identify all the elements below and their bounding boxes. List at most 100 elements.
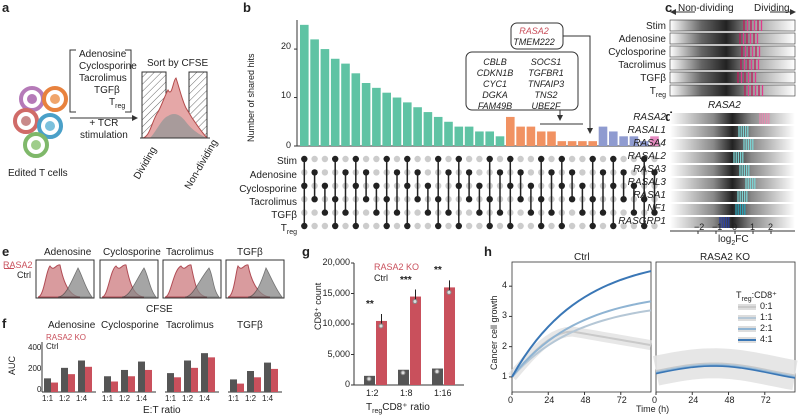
d-gene-6: RASA1 bbox=[633, 190, 666, 201]
e-title-1: Cyclosporine bbox=[103, 247, 161, 258]
d-gene-7: NF1 bbox=[647, 203, 666, 214]
h-ctrl-line bbox=[511, 309, 652, 378]
b-bar bbox=[495, 136, 505, 146]
b-matrix-dot bbox=[342, 155, 349, 163]
b-matrix-dot bbox=[630, 155, 638, 163]
c-row-tgfb: TGFβ bbox=[640, 73, 666, 84]
b-matrix-dot bbox=[568, 209, 576, 216]
g-point bbox=[446, 289, 452, 295]
h-ko-line bbox=[655, 362, 796, 377]
c-row-stim: Stim bbox=[646, 21, 666, 32]
edited-cells-icon bbox=[13, 86, 68, 158]
b-bar bbox=[413, 107, 422, 146]
b-bar bbox=[557, 141, 567, 146]
g-ytick: 15,000 bbox=[322, 287, 350, 298]
e-ctrl-hist bbox=[184, 267, 220, 298]
b-bar bbox=[310, 39, 319, 147]
b-bar bbox=[330, 58, 340, 147]
b-callout-top: RASA2 TMEM222 bbox=[513, 26, 555, 47]
b-bar bbox=[392, 97, 402, 146]
b-bar bbox=[300, 24, 309, 146]
g-bar-ko bbox=[376, 320, 387, 385]
d-xtick-1: 1 bbox=[750, 222, 756, 232]
g-xtick: 1:8 bbox=[400, 388, 413, 398]
f-ytick-400: 400 bbox=[28, 343, 42, 352]
b-matrix-dot bbox=[651, 222, 658, 230]
h-title-ko: RASA2 KO bbox=[700, 252, 751, 263]
h-legend-label: 0:1 bbox=[760, 301, 773, 311]
e-title-2: Tacrolimus bbox=[166, 247, 214, 258]
b-bar bbox=[567, 141, 577, 146]
d-row-bar bbox=[670, 139, 795, 150]
f-xtick: 1:4 bbox=[136, 394, 148, 403]
b-matrix-dot bbox=[424, 155, 432, 163]
b-matrix-dot bbox=[362, 155, 370, 163]
b-bar bbox=[403, 102, 412, 146]
b-matrix-dot bbox=[476, 169, 483, 176]
b-bar bbox=[526, 126, 536, 146]
g-significance: ** bbox=[434, 265, 442, 277]
d-row-bar bbox=[670, 204, 795, 215]
panel-label-g: g bbox=[302, 244, 310, 259]
f-xlabel: E:T ratio bbox=[143, 405, 181, 416]
b-matrix-dot bbox=[599, 155, 607, 163]
b-matrix-dot bbox=[393, 222, 401, 230]
b-bar bbox=[454, 126, 464, 146]
b-matrix-dot bbox=[445, 222, 452, 230]
f-bar-ctrl bbox=[138, 361, 145, 392]
f-bar-ko bbox=[191, 367, 198, 392]
b-matrix-dot bbox=[321, 222, 329, 230]
f-ytick-0: 0 bbox=[37, 385, 42, 394]
b-callout-box-mid bbox=[465, 51, 579, 111]
f-bar-ko bbox=[254, 377, 261, 392]
b-matrix-dot bbox=[496, 222, 504, 230]
h-ytick: 3 bbox=[502, 310, 508, 321]
b-matrix-dot bbox=[496, 155, 504, 163]
b-bar bbox=[382, 92, 391, 146]
g-point bbox=[366, 376, 372, 382]
e-legend-ko: RASA2 KO bbox=[3, 260, 49, 270]
g-ytick: 20,000 bbox=[322, 257, 350, 267]
condition-tacrolimus: Tacrolimus bbox=[79, 73, 127, 84]
sort-title: Sort by CFSE bbox=[147, 58, 209, 69]
d-gene-2: RASA4 bbox=[633, 138, 666, 149]
g-significance: ** bbox=[366, 298, 374, 310]
b-matrix-dot bbox=[362, 209, 370, 216]
c-row-bar bbox=[669, 32, 796, 45]
b-bar bbox=[320, 49, 330, 147]
b-bar bbox=[598, 126, 608, 146]
g-point bbox=[378, 323, 384, 329]
h-ctrl-line bbox=[511, 300, 652, 378]
f-xtick: 1:2 bbox=[59, 394, 71, 403]
d-xtick-0: 0 bbox=[732, 222, 738, 232]
g-bar-ko bbox=[444, 287, 455, 385]
f-legend-ctrl: Ctrl bbox=[46, 342, 59, 351]
d-row-bar bbox=[670, 191, 795, 202]
b-matrix-dot bbox=[362, 222, 370, 230]
c-row-bar bbox=[669, 71, 796, 84]
f-bar-ko bbox=[85, 366, 92, 392]
c-non-dividing: Non-dividing bbox=[678, 3, 734, 14]
c-row-treg: Treg bbox=[649, 86, 666, 99]
b-matrix-dot bbox=[414, 222, 421, 230]
d-gene-3: RASAL2 bbox=[627, 151, 666, 162]
f-ytick-200: 200 bbox=[28, 364, 42, 373]
b-bar bbox=[536, 131, 546, 146]
d-row-bar bbox=[670, 126, 795, 137]
b-matrix-dot bbox=[568, 222, 576, 230]
f-bar-ctrl bbox=[104, 376, 111, 392]
condition-cyclosporine: Cyclosporine bbox=[79, 61, 137, 72]
g-xlabel: TregCD8⁺ ratio bbox=[366, 402, 430, 415]
h-legend-label: 4:1 bbox=[760, 334, 773, 344]
b-cond-treg: Treg bbox=[280, 223, 297, 236]
d-row-bar bbox=[670, 178, 795, 189]
b-bar bbox=[464, 126, 474, 146]
d-row-bar bbox=[670, 217, 795, 228]
d-gene-4: RASA3 bbox=[633, 164, 666, 175]
f-xtick: 1:2 bbox=[245, 394, 257, 403]
e-xlabel: CFSE bbox=[146, 304, 173, 315]
f-bar-ko bbox=[128, 376, 135, 392]
